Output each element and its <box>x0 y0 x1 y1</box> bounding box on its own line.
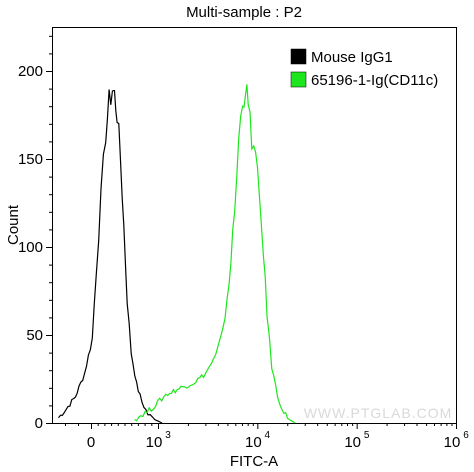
legend-label: 65196-1-Ig(CD11c) <box>311 72 438 89</box>
legend-swatch <box>290 48 307 65</box>
series-line-1 <box>58 89 163 424</box>
x-tick-exponent: 3 <box>165 430 171 441</box>
y-tick-label: 150 <box>18 151 43 168</box>
x-tick-label: 0 <box>87 434 95 451</box>
x-tick-label: 10 <box>344 434 361 451</box>
series-line-2 <box>134 84 296 424</box>
x-tick-exponent: 4 <box>265 430 271 441</box>
y-tick-label: 200 <box>18 63 43 80</box>
x-axis-title: FITC-A <box>230 453 278 470</box>
y-tick-label: 50 <box>26 327 43 344</box>
legend: Mouse IgG1 65196-1-Ig(CD11c) <box>290 48 438 89</box>
y-tick-label: 100 <box>18 239 43 256</box>
y-tick-label: 0 <box>35 415 43 432</box>
x-tick-label: 10 <box>245 434 262 451</box>
legend-swatch <box>290 71 307 88</box>
watermark: WWW.PTGLAB.COM <box>304 405 453 421</box>
x-tick-label: 10 <box>444 434 461 451</box>
x-tick-exponent: 5 <box>364 430 370 441</box>
x-tick-label: 10 <box>146 434 163 451</box>
x-axis: 0 10 3 10 4 10 5 10 6 <box>65 423 469 451</box>
y-axis: 0 50 100 150 200 <box>18 35 52 432</box>
series-layer <box>58 84 296 424</box>
x-tick-exponent: 6 <box>463 430 469 441</box>
plot-frame <box>52 27 457 424</box>
chart-title: Multi-sample : P2 <box>186 4 302 21</box>
y-axis-title: Count <box>5 204 22 245</box>
legend-label: Mouse IgG1 <box>311 49 393 66</box>
